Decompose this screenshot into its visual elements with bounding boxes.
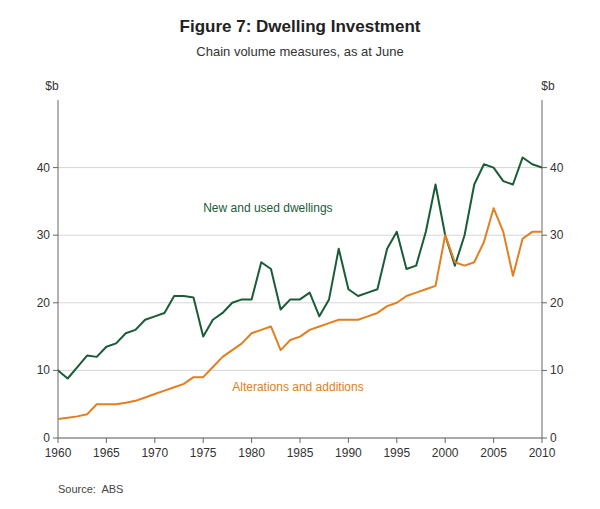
y2-tick-label: 30	[550, 228, 564, 242]
line-series	[58, 208, 542, 419]
y2-tick	[542, 167, 547, 168]
y2-tick	[542, 235, 547, 236]
x-tick	[542, 438, 543, 443]
y-axis: 0 10 20 30 40	[37, 100, 58, 445]
grid-line	[58, 235, 542, 236]
x-tick	[493, 438, 494, 443]
y2-tick-label: 0	[550, 431, 557, 445]
y-tick	[53, 235, 58, 236]
x-tick	[203, 438, 204, 443]
grid-line	[58, 167, 542, 168]
x-tick-label: 1985	[287, 446, 314, 460]
x-tick	[445, 438, 446, 443]
y2-axis-label: $b	[541, 79, 555, 93]
x-axis: 1960 1965 1970 1975 1980 1985 1990 1995 2000 2005…	[45, 438, 556, 460]
y-axis-label: $b	[45, 79, 59, 93]
y-tick-label: 10	[37, 363, 51, 377]
y2-tick	[542, 370, 547, 371]
y-axis-line	[58, 100, 59, 438]
x-tick	[348, 438, 349, 443]
x-tick-label: 1990	[335, 446, 362, 460]
x-tick-label: 2010	[529, 446, 556, 460]
lines	[58, 157, 542, 419]
y-tick-label: 0	[43, 431, 50, 445]
y-tick-label: 40	[37, 161, 51, 175]
grid-line	[58, 370, 542, 371]
annotations: New and used dwellings Alterations and ad…	[203, 201, 363, 394]
chart: Figure 7: Dwelling Investment Chain volum…	[0, 0, 600, 509]
x-tick-label: 1970	[141, 446, 168, 460]
x-tick-label: 2005	[480, 446, 507, 460]
source: Source: ABS	[58, 483, 123, 495]
x-tick-label: 1965	[93, 446, 120, 460]
y-tick-label: 20	[37, 296, 51, 310]
x-tick-label: 1980	[238, 446, 265, 460]
y2-axis: 0 10 20 30 40	[542, 100, 564, 445]
line-series	[58, 157, 542, 378]
y-tick	[53, 438, 58, 439]
y-tick-label: 30	[37, 228, 51, 242]
y2-tick	[542, 302, 547, 303]
y-tick	[53, 167, 58, 168]
y2-tick-label: 40	[550, 161, 564, 175]
y2-axis-line	[542, 100, 543, 438]
y2-tick	[542, 438, 547, 439]
x-tick	[58, 438, 59, 443]
annotation: New and used dwellings	[203, 201, 332, 215]
grid-line	[58, 302, 542, 303]
y-tick	[53, 302, 58, 303]
subtitle: Chain volume measures, as at June	[196, 44, 403, 59]
y-tick	[53, 370, 58, 371]
x-tick-label: 1975	[190, 446, 217, 460]
x-tick	[251, 438, 252, 443]
x-tick-label: 2000	[432, 446, 459, 460]
x-tick-label: 1960	[45, 446, 72, 460]
x-tick	[154, 438, 155, 443]
x-tick	[106, 438, 107, 443]
x-tick	[300, 438, 301, 443]
y2-tick-label: 20	[550, 296, 564, 310]
y2-tick-label: 10	[550, 363, 564, 377]
x-tick	[396, 438, 397, 443]
title: Figure 7: Dwelling Investment	[180, 17, 421, 36]
x-tick-label: 1995	[383, 446, 410, 460]
annotation: Alterations and additions	[232, 380, 363, 394]
